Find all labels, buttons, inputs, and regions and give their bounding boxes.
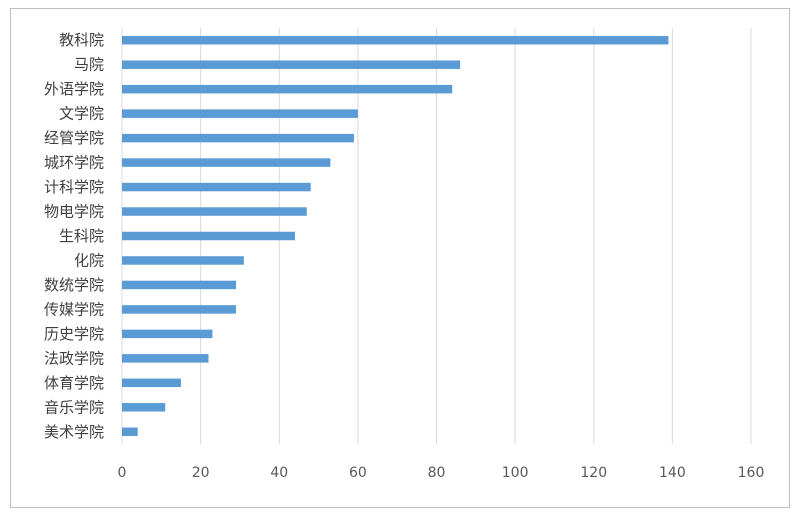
category-label: 城环学院 bbox=[44, 154, 104, 172]
bar bbox=[122, 378, 181, 388]
category-label: 历史学院 bbox=[44, 325, 104, 343]
bar bbox=[122, 84, 453, 94]
x-tick-label: 80 bbox=[428, 465, 446, 481]
category-label: 生科院 bbox=[59, 227, 104, 245]
category-label: 体育学院 bbox=[44, 374, 104, 392]
x-tick-label: 0 bbox=[118, 465, 127, 481]
bar bbox=[122, 280, 237, 290]
bar bbox=[122, 182, 311, 192]
category-label: 经管学院 bbox=[44, 129, 104, 147]
bar bbox=[122, 354, 209, 363]
x-tick-label: 120 bbox=[580, 465, 607, 481]
bar bbox=[122, 231, 295, 241]
category-label: 外语学院 bbox=[44, 80, 104, 98]
bar bbox=[122, 427, 138, 437]
category-label: 文学院 bbox=[59, 105, 104, 123]
bar bbox=[122, 158, 331, 167]
category-label: 化院 bbox=[74, 251, 104, 269]
bar bbox=[122, 109, 358, 118]
x-tick-label: 20 bbox=[192, 465, 210, 481]
category-label: 美术学院 bbox=[44, 423, 104, 441]
category-label: 物电学院 bbox=[44, 203, 104, 221]
bar bbox=[122, 60, 461, 69]
bar bbox=[122, 207, 307, 216]
category-label: 传媒学院 bbox=[44, 300, 104, 318]
category-label: 数统学院 bbox=[44, 276, 104, 294]
x-tick-label: 60 bbox=[349, 465, 367, 481]
bar bbox=[122, 403, 166, 412]
bar bbox=[122, 305, 237, 314]
x-tick-label: 160 bbox=[738, 465, 765, 481]
x-tick-label: 40 bbox=[270, 465, 288, 481]
category-label: 教科院 bbox=[59, 31, 104, 49]
x-tick-label: 100 bbox=[502, 465, 529, 481]
category-label: 计科学院 bbox=[44, 178, 104, 196]
category-label: 马院 bbox=[74, 56, 104, 74]
x-tick-label: 140 bbox=[659, 465, 686, 481]
category-label: 法政学院 bbox=[44, 349, 104, 367]
category-label: 音乐学院 bbox=[44, 398, 104, 416]
bar bbox=[122, 329, 213, 339]
bar bbox=[122, 133, 354, 143]
bar bbox=[122, 35, 669, 45]
bar bbox=[122, 256, 244, 265]
